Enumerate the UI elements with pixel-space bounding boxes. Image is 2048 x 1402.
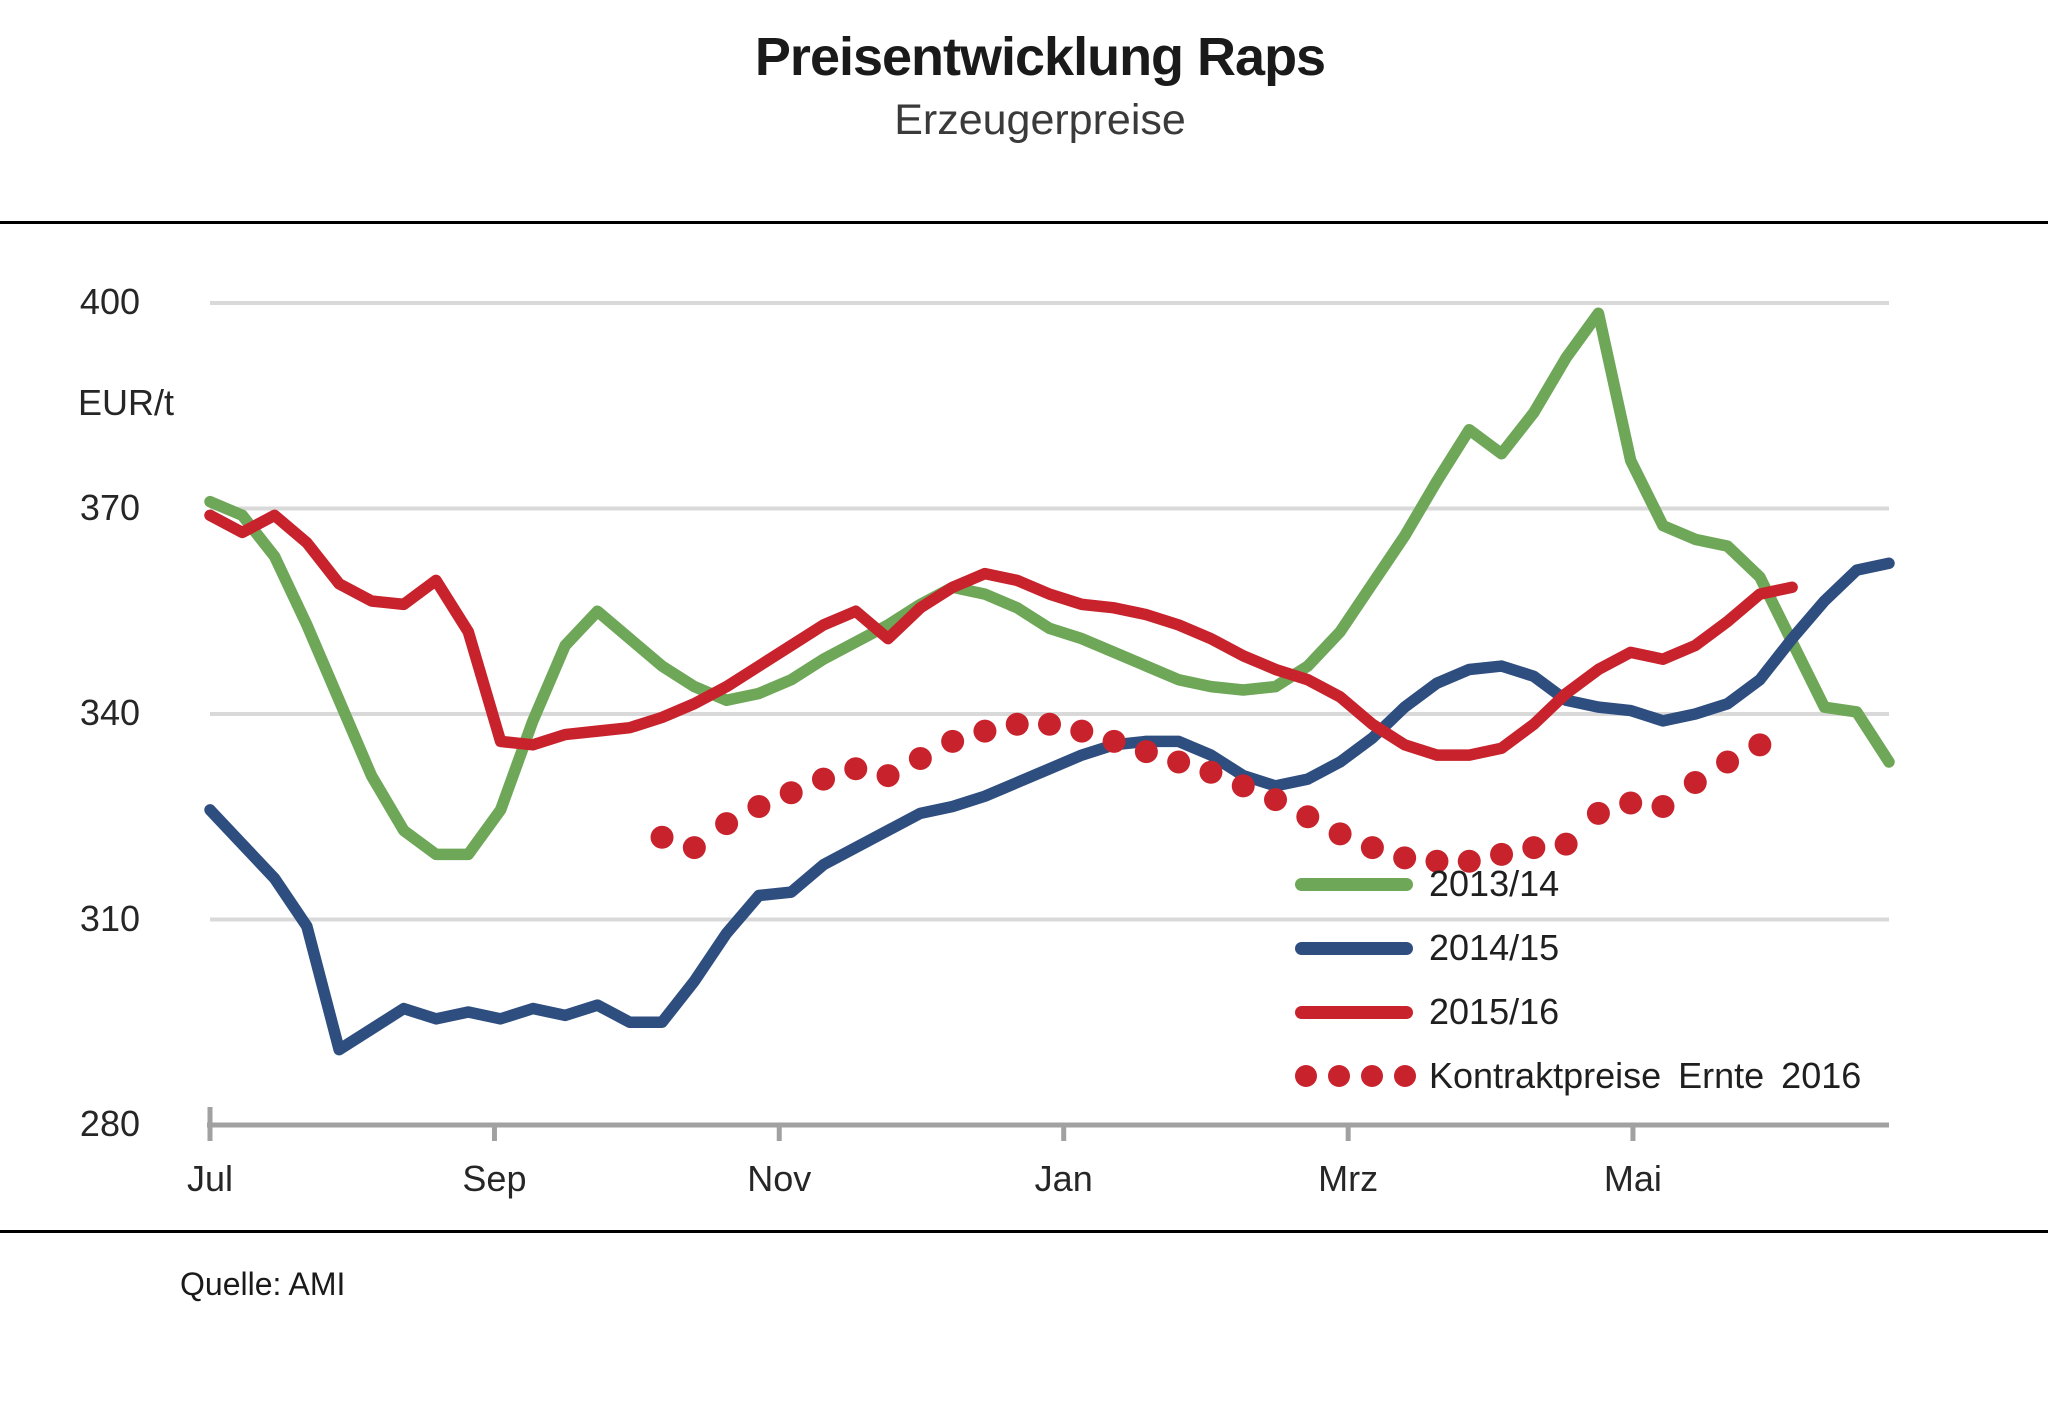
- series-line-2015-16: [204, 509, 1798, 761]
- data-dot: [1134, 740, 1158, 764]
- data-dot: [1619, 791, 1643, 815]
- data-dot: [1393, 846, 1417, 870]
- data-dot: [844, 757, 868, 781]
- ytick-label-280: 280: [79, 1103, 140, 1144]
- data-dot: [1328, 822, 1352, 846]
- series-line-2014-15: [204, 557, 1895, 1056]
- ytick-label-400: 400: [79, 281, 140, 322]
- y-axis-unit-label: EUR/t: [78, 382, 175, 423]
- data-dot: [1231, 774, 1255, 798]
- data-dot: [1167, 750, 1191, 774]
- data-dot: [1683, 771, 1707, 794]
- data-dot: [1716, 750, 1740, 774]
- ytick-label-310: 310: [79, 897, 140, 939]
- legend-item-2014-15: 2014/15: [1295, 916, 1861, 980]
- data-dot: [1199, 760, 1223, 784]
- xtick-label-Mai: Mai: [1603, 1158, 1662, 1199]
- data-dot: [682, 836, 706, 860]
- data-dot: [876, 764, 900, 788]
- data-dot: [1038, 712, 1061, 736]
- chart-header: Preisentwicklung Raps Erzeugerpreise: [0, 26, 2048, 145]
- data-dot: [1296, 805, 1320, 829]
- data-dot: [973, 719, 997, 743]
- legend-label-kontraktpreise: Kontraktpreise Ernte 2016: [1429, 1055, 1862, 1096]
- series-line-2013-14: [204, 307, 1895, 861]
- data-dot: [779, 781, 803, 805]
- data-dot: [715, 812, 739, 836]
- data-dot: [1360, 836, 1384, 860]
- data-dot: [1264, 788, 1288, 812]
- legend-item-kontraktpreise: Kontraktpreise Ernte 2016: [1295, 1044, 1861, 1108]
- series-dots-kontraktpreise-ernte-2016: [650, 712, 1772, 873]
- data-dot: [1457, 849, 1481, 873]
- data-dot: [1554, 832, 1578, 856]
- data-dot: [1522, 836, 1546, 860]
- xtick-label-Jan: Jan: [1034, 1158, 1093, 1199]
- chart-subtitle: Erzeugerpreise: [894, 96, 1186, 144]
- data-dot: [1651, 794, 1675, 818]
- legend-label-2013-14: 2013/14: [1429, 863, 1560, 904]
- data-dot: [1070, 719, 1094, 743]
- data-dot: [650, 825, 674, 849]
- legend-line-sample-2013-14: [1295, 877, 1413, 891]
- source-label: Quelle: AMI: [180, 1266, 346, 1302]
- legend-line-sample-2014-15: [1295, 941, 1413, 955]
- legend-label-2014-15: 2014/15: [1429, 927, 1560, 968]
- legend: 2013/14 2014/15 2015/16 Kontraktpreise E…: [1295, 852, 1861, 1108]
- data-dot: [1748, 733, 1772, 757]
- data-dot: [1586, 801, 1610, 825]
- data-dot: [1425, 849, 1449, 873]
- top-rule: [0, 221, 2048, 224]
- chart-title: Preisentwicklung Raps: [754, 27, 1326, 87]
- ytick-label-340: 340: [79, 692, 140, 733]
- legend-label-2015-16: 2015/16: [1429, 991, 1560, 1032]
- data-dot: [811, 767, 835, 791]
- data-dot: [747, 794, 771, 818]
- data-dot: [1102, 729, 1126, 753]
- bottom-rule: [0, 1230, 2048, 1233]
- legend-dots-sample-kontraktpreise: [1295, 1065, 1416, 1087]
- xtick-label-Nov: Nov: [747, 1158, 812, 1199]
- legend-line-sample-2015-16: [1295, 1005, 1413, 1019]
- data-dot: [941, 729, 965, 753]
- legend-item-2015-16: 2015/16: [1295, 980, 1861, 1044]
- legend-item-2013-14: 2013/14: [1295, 852, 1861, 916]
- xtick-label-Jul: Jul: [186, 1158, 234, 1199]
- data-dot: [908, 747, 932, 771]
- xtick-label-Mrz: Mrz: [1318, 1158, 1379, 1199]
- ytick-label-370: 370: [79, 486, 140, 528]
- xtick-label-Sep: Sep: [462, 1158, 527, 1199]
- data-dot: [1490, 842, 1514, 866]
- data-dot: [1005, 712, 1029, 736]
